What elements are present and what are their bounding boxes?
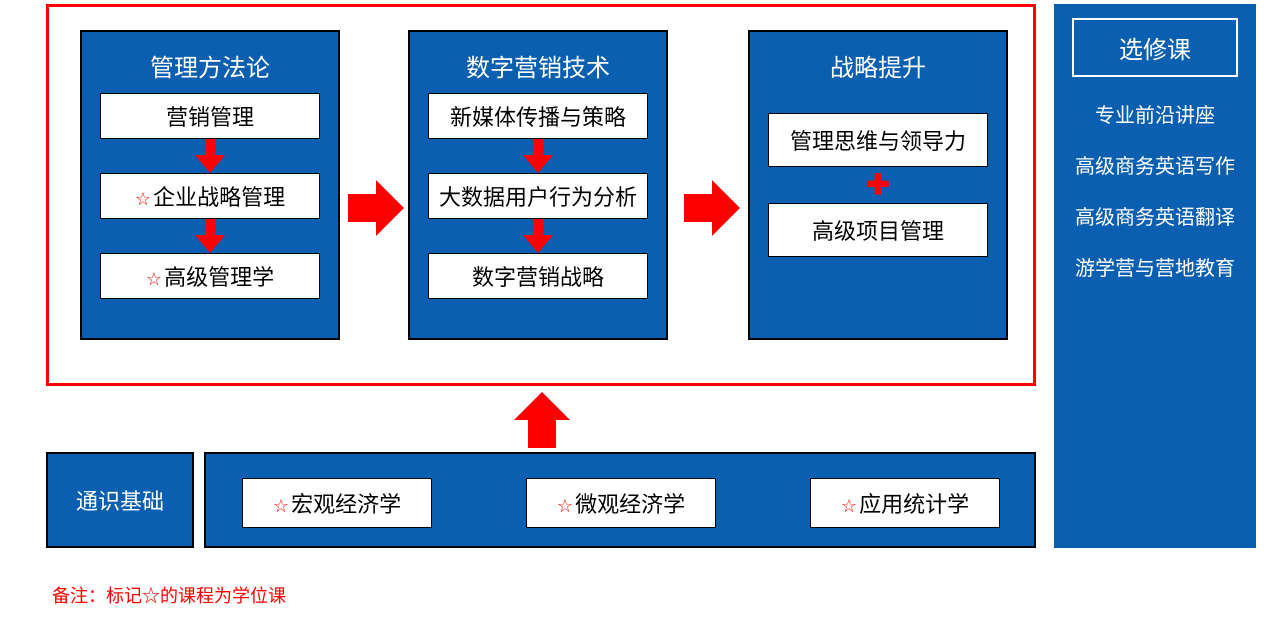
course-label: 应用统计学 xyxy=(859,492,969,517)
elective-item: 高级商务英语写作 xyxy=(1054,150,1256,179)
star-icon: ☆ xyxy=(135,189,151,209)
course-box: ☆微观经济学 xyxy=(526,478,716,528)
electives-panel: 选修课 专业前沿讲座 高级商务英语写作 高级商务英语翻译 游学营与营地教育 xyxy=(1054,4,1256,548)
column-title: 数字营销技术 xyxy=(410,32,666,93)
course-label: 高级项目管理 xyxy=(812,219,944,244)
star-icon: ☆ xyxy=(273,496,289,516)
elective-item: 高级商务英语翻译 xyxy=(1054,201,1256,230)
right-arrow-icon xyxy=(348,180,404,236)
course-label: 企业战略管理 xyxy=(153,185,285,210)
course-label: 宏观经济学 xyxy=(291,492,401,517)
column-digital-marketing: 数字营销技术 新媒体传播与策略 大数据用户行为分析 数字营销战略 xyxy=(408,30,668,340)
down-arrow-icon xyxy=(195,139,225,173)
course-box: ☆高级管理学 xyxy=(100,253,320,299)
column-title: 管理方法论 xyxy=(82,32,338,93)
course-box: 营销管理 xyxy=(100,93,320,139)
course-box: 高级项目管理 xyxy=(768,203,988,257)
column-title: 战略提升 xyxy=(750,32,1006,93)
course-label: 数字营销战略 xyxy=(472,265,604,290)
down-arrow-icon xyxy=(523,139,553,173)
star-icon: ☆ xyxy=(146,269,162,289)
foundation-label-box: 通识基础 xyxy=(46,452,194,548)
electives-title: 选修课 xyxy=(1072,18,1238,77)
column-management: 管理方法论 营销管理 ☆企业战略管理 ☆高级管理学 xyxy=(80,30,340,340)
star-icon: ☆ xyxy=(841,496,857,516)
course-box: ☆应用统计学 xyxy=(810,478,1000,528)
column-strategy: 战略提升 管理思维与领导力 ✚ 高级项目管理 xyxy=(748,30,1008,340)
course-label: 营销管理 xyxy=(166,105,254,130)
down-arrow-icon xyxy=(195,219,225,253)
course-label: 新媒体传播与策略 xyxy=(450,105,626,130)
right-arrow-icon xyxy=(684,180,740,236)
course-label: 高级管理学 xyxy=(164,265,274,290)
up-arrow-icon xyxy=(514,392,570,448)
footnote: 备注：标记☆的课程为学位课 xyxy=(52,582,286,608)
foundation-label: 通识基础 xyxy=(48,454,192,546)
elective-item: 专业前沿讲座 xyxy=(1054,99,1256,128)
course-box: 数字营销战略 xyxy=(428,253,648,299)
elective-item: 游学营与营地教育 xyxy=(1054,252,1256,281)
course-label: 大数据用户行为分析 xyxy=(439,185,637,210)
plus-icon: ✚ xyxy=(750,167,1006,203)
course-box: ☆宏观经济学 xyxy=(242,478,432,528)
star-icon: ☆ xyxy=(557,496,573,516)
course-label: 管理思维与领导力 xyxy=(790,129,966,154)
down-arrow-icon xyxy=(523,219,553,253)
course-box: ☆企业战略管理 xyxy=(100,173,320,219)
course-box: 管理思维与领导力 xyxy=(768,113,988,167)
course-box: 大数据用户行为分析 xyxy=(428,173,648,219)
course-box: 新媒体传播与策略 xyxy=(428,93,648,139)
course-label: 微观经济学 xyxy=(575,492,685,517)
